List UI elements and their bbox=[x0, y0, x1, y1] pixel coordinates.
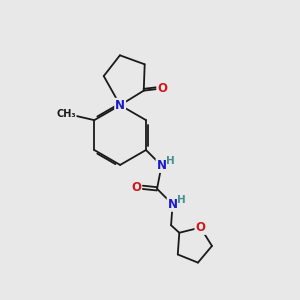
Text: N: N bbox=[168, 198, 178, 211]
Text: H: H bbox=[177, 195, 185, 205]
Text: N: N bbox=[115, 99, 125, 112]
Text: N: N bbox=[157, 159, 166, 172]
Text: O: O bbox=[195, 221, 206, 234]
Text: O: O bbox=[131, 181, 141, 194]
Text: CH₃: CH₃ bbox=[56, 109, 76, 119]
Text: H: H bbox=[166, 156, 174, 166]
Text: O: O bbox=[157, 82, 167, 95]
